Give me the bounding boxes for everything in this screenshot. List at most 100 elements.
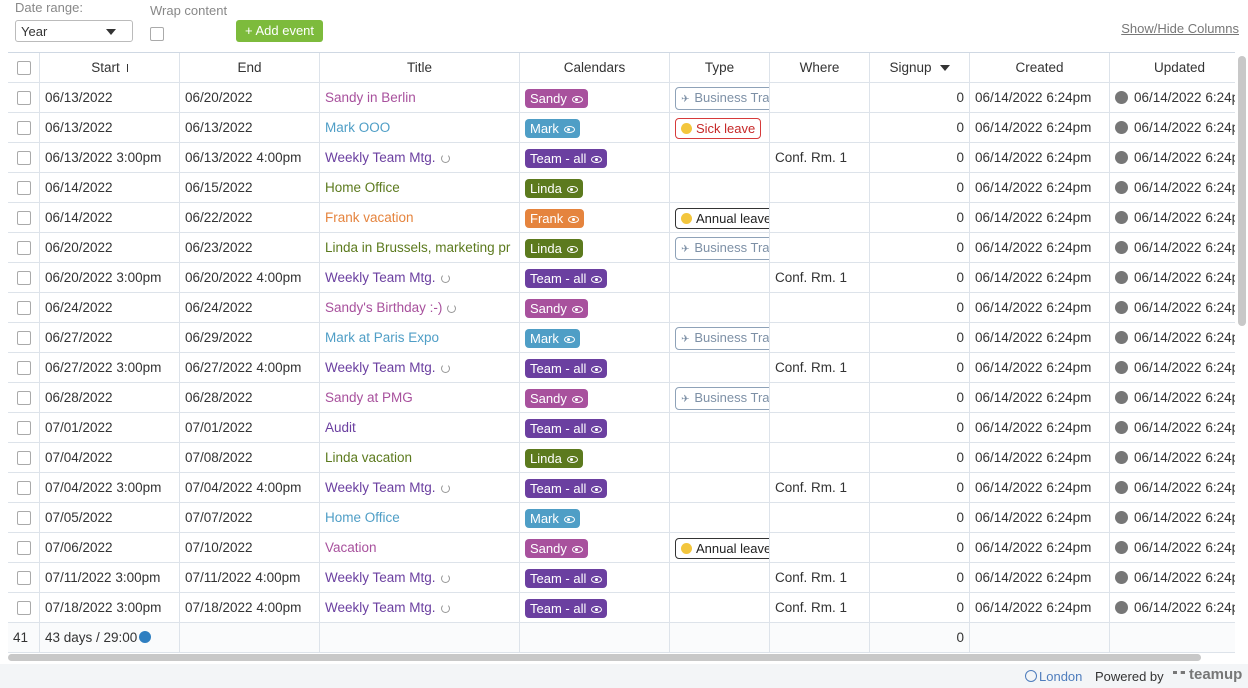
updated: 06/14/2022 6:24pm <box>1134 420 1235 435</box>
column-header[interactable]: Calendars <box>520 53 670 83</box>
row-checkbox[interactable] <box>16 121 31 136</box>
row-checkbox[interactable] <box>16 601 31 616</box>
eye-icon <box>591 156 603 163</box>
event-title[interactable]: Sandy in Berlin <box>325 90 416 105</box>
column-header[interactable]: Where <box>770 53 870 83</box>
select-all-checkbox[interactable] <box>16 61 31 76</box>
event-title[interactable]: Linda vacation <box>325 450 413 465</box>
column-header[interactable]: Type <box>670 53 770 83</box>
created-cell: 06/14/2022 6:24pm <box>970 443 1110 473</box>
where-cell: Conf. Rm. 1 <box>770 143 870 173</box>
row-checkbox[interactable] <box>16 331 31 346</box>
where-cell <box>770 413 870 443</box>
title-cell: Linda in Brussels, marketing pr <box>320 233 520 263</box>
event-title[interactable]: Weekly Team Mtg. <box>325 570 436 585</box>
row-checkbox[interactable] <box>16 511 31 526</box>
wrap-checkbox[interactable] <box>150 27 164 41</box>
row-checkbox[interactable] <box>16 451 31 466</box>
start-cell: 06/13/2022 <box>40 83 180 113</box>
updated: 06/14/2022 6:24pm <box>1134 90 1235 105</box>
column-header[interactable]: End <box>180 53 320 83</box>
column-header[interactable]: Start <box>40 53 180 83</box>
row-checkbox[interactable] <box>16 271 31 286</box>
event-title[interactable]: Weekly Team Mtg. <box>325 600 436 615</box>
recurring-icon <box>447 303 457 313</box>
row-checkbox[interactable] <box>16 481 31 496</box>
show-hide-columns[interactable]: Show/Hide Columns <box>1121 21 1239 36</box>
column-header[interactable]: Signup <box>870 53 970 83</box>
row-checkbox[interactable] <box>16 241 31 256</box>
row-checkbox[interactable] <box>16 361 31 376</box>
row-checkbox[interactable] <box>16 391 31 406</box>
row-checkbox[interactable] <box>16 181 31 196</box>
created: 06/14/2022 6:24pm <box>975 360 1092 375</box>
date-range-select[interactable]: Year <box>15 20 133 42</box>
row-checkbox[interactable] <box>16 301 31 316</box>
event-title[interactable]: Mark OOO <box>325 120 391 135</box>
event-title[interactable]: Frank vacation <box>325 210 414 225</box>
created-cell: 06/14/2022 6:24pm <box>970 113 1110 143</box>
column-title: Title <box>406 60 432 75</box>
where-cell: Conf. Rm. 1 <box>770 593 870 623</box>
horizontal-scrollbar[interactable] <box>8 654 1201 661</box>
start-cell: 06/28/2022 <box>40 383 180 413</box>
row-checkbox[interactable] <box>16 91 31 106</box>
type-name: Business Travel <box>694 89 770 105</box>
updated-icon <box>1115 271 1128 284</box>
row-checkbox[interactable] <box>16 211 31 226</box>
vertical-scrollbar[interactable] <box>1238 56 1246 326</box>
event-title[interactable]: Sandy's Birthday :-) <box>325 300 443 315</box>
start-cell: 06/13/2022 3:00pm <box>40 143 180 173</box>
column-header[interactable]: Created <box>970 53 1110 83</box>
row-checkbox[interactable] <box>16 541 31 556</box>
updated-cell: 06/14/2022 6:24pm <box>1110 533 1235 563</box>
event-title[interactable]: Audit <box>325 420 356 435</box>
updated-cell: 06/14/2022 6:24pm <box>1110 383 1235 413</box>
updated-icon <box>1115 151 1128 164</box>
plane-icon: ✈ <box>681 393 690 405</box>
recurring-icon <box>440 273 450 283</box>
row-select <box>8 533 40 563</box>
created: 06/14/2022 6:24pm <box>975 600 1092 615</box>
event-title[interactable]: Sandy at PMG <box>325 390 413 405</box>
event-title[interactable]: Vacation <box>325 540 377 555</box>
brand-icon <box>1173 671 1185 682</box>
created-cell: 06/14/2022 6:24pm <box>970 203 1110 233</box>
event-title[interactable]: Weekly Team Mtg. <box>325 270 436 285</box>
title-cell: Linda vacation <box>320 443 520 473</box>
event-title[interactable]: Mark at Paris Expo <box>325 330 440 345</box>
eye-icon <box>566 186 578 193</box>
signup: 0 <box>956 570 964 585</box>
updated-cell: 06/14/2022 6:24pm <box>1110 413 1235 443</box>
event-title[interactable]: Home Office <box>325 510 400 525</box>
row-select <box>8 593 40 623</box>
emoji-icon <box>681 122 692 134</box>
add-event-button[interactable]: + Add event <box>236 20 323 42</box>
start: 06/27/2022 3:00pm <box>45 360 162 375</box>
row-checkbox[interactable] <box>16 151 31 166</box>
updated: 06/14/2022 6:24pm <box>1134 270 1235 285</box>
eye-icon <box>591 426 603 433</box>
created: 06/14/2022 6:24pm <box>975 150 1092 165</box>
updated-icon <box>1115 301 1128 314</box>
event-title[interactable]: Home Office <box>325 180 400 195</box>
column-header[interactable]: Updated <box>1110 53 1235 83</box>
date-range-label: Date range: <box>15 0 83 15</box>
event-title[interactable]: Weekly Team Mtg. <box>325 360 436 375</box>
signup-cell: 0 <box>870 113 970 143</box>
row-checkbox[interactable] <box>16 421 31 436</box>
calendar-badge: Team - all <box>525 568 608 588</box>
plane-icon: ✈ <box>681 243 690 255</box>
created: 06/14/2022 6:24pm <box>975 300 1092 315</box>
event-title[interactable]: Linda in Brussels, marketing pr <box>325 240 511 255</box>
event-title[interactable]: Weekly Team Mtg. <box>325 150 436 165</box>
where-cell: Conf. Rm. 1 <box>770 353 870 383</box>
event-title[interactable]: Weekly Team Mtg. <box>325 480 436 495</box>
updated: 06/14/2022 6:24pm <box>1134 450 1235 465</box>
location-link[interactable]: London <box>1039 669 1083 684</box>
type-cell <box>670 353 770 383</box>
row-checkbox[interactable] <box>16 571 31 586</box>
signup-cell: 0 <box>870 233 970 263</box>
column-header[interactable]: Title <box>320 53 520 83</box>
signup-cell: 0 <box>870 563 970 593</box>
